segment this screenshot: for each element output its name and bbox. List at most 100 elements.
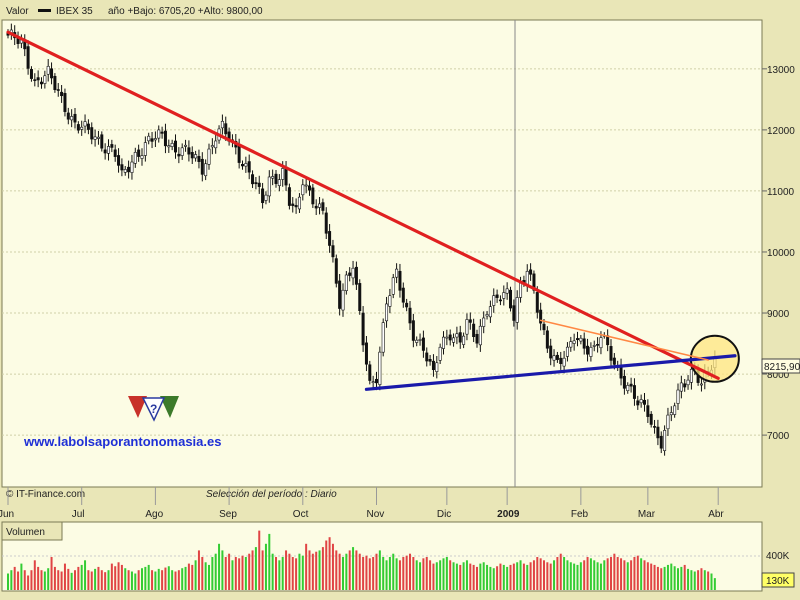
candle-body [264, 194, 268, 201]
volume-bar [476, 566, 478, 590]
volume-bar [234, 557, 237, 590]
volume-bar [70, 572, 73, 590]
candle-body [415, 339, 419, 343]
volume-bar [30, 570, 33, 590]
x-tick-label: 2009 [497, 509, 520, 520]
volume-bar [392, 553, 395, 590]
volume-bar [348, 550, 351, 590]
volume-bar [589, 558, 592, 590]
candle-body [214, 140, 218, 149]
volume-bar [429, 560, 432, 590]
candle-body [535, 292, 539, 313]
candle-body [50, 68, 54, 79]
candle-body [304, 184, 308, 187]
candle-body [60, 91, 64, 97]
candle-body [341, 289, 345, 311]
candle-body [368, 364, 372, 381]
volume-bar [687, 568, 690, 590]
volume-bar [184, 566, 187, 590]
volume-bar [626, 562, 629, 590]
volume-bar [439, 560, 442, 590]
volume-bar [331, 543, 334, 590]
volume-label-box [1, 521, 63, 541]
candle-body [301, 184, 305, 196]
volume-bar [244, 557, 247, 590]
candle-body [277, 179, 281, 186]
volume-bar [43, 571, 46, 590]
candle-body [622, 375, 626, 389]
volume-bar [60, 571, 63, 590]
volume-bar [680, 566, 683, 590]
volume-bar [610, 557, 612, 590]
volume-bar [264, 543, 267, 590]
candle-body [448, 334, 452, 341]
candle-body [36, 77, 40, 81]
volume-bars [7, 530, 716, 590]
volume-bar [298, 553, 301, 590]
volume-bar [154, 571, 157, 590]
volume-bar [355, 550, 358, 590]
volume-bar [174, 571, 177, 590]
volume-bar [365, 555, 368, 590]
candle-body [307, 185, 311, 191]
candle-body [559, 357, 563, 364]
candle-body [482, 317, 486, 327]
volume-bar [398, 560, 401, 590]
volume-bar [636, 555, 639, 590]
volume-bar [710, 573, 713, 590]
candle-body [441, 336, 445, 349]
candle-body [562, 357, 566, 367]
candle-body [281, 168, 285, 180]
volume-bar [87, 570, 90, 590]
volume-bar [224, 557, 227, 590]
volume-bar [171, 570, 174, 590]
volume-bar [201, 557, 204, 590]
header-strip [2, 2, 762, 19]
volume-bar [238, 558, 241, 590]
candle-body [257, 182, 261, 187]
candle-body [626, 385, 630, 392]
candle-body [472, 323, 476, 338]
source-label: © IT-Finance.com [6, 489, 85, 500]
x-tick-label: Jul [72, 509, 85, 520]
volume-bar [84, 560, 87, 590]
candle-body [555, 354, 559, 360]
candle-body [669, 412, 673, 416]
x-tick-label: Abr [708, 509, 724, 520]
candle-body [435, 362, 439, 372]
volume-bar [368, 558, 371, 590]
volume-bar [455, 563, 458, 590]
candle-body [529, 269, 533, 275]
volume-bar [402, 557, 405, 590]
candle-body [107, 146, 111, 154]
candle-body [46, 65, 50, 75]
volume-bar [677, 568, 679, 590]
candle-body [100, 134, 104, 149]
volume-bar [496, 566, 499, 590]
candle-body [381, 322, 385, 353]
candle-body [358, 283, 362, 311]
candle-body [488, 306, 492, 318]
candle-body [572, 340, 576, 344]
volume-bar [663, 566, 666, 590]
volume-bar [110, 563, 113, 590]
volume-bar [254, 547, 257, 590]
candle-body [364, 342, 368, 365]
volume-bar [697, 570, 700, 590]
volume-bar [107, 570, 110, 590]
volume-bar [17, 571, 20, 590]
candle-body [361, 312, 365, 346]
candle-body [552, 355, 556, 361]
x-tick-label: Mar [638, 509, 656, 520]
candle-body [639, 399, 643, 404]
candle-body [411, 320, 415, 341]
candle-body [374, 378, 378, 384]
price-panel [1, 19, 763, 488]
candle-body [679, 382, 683, 392]
volume-bar [47, 568, 50, 590]
volume-bar [666, 564, 669, 590]
volume-bar [271, 553, 274, 590]
candle-body [629, 383, 633, 387]
volume-bar [94, 568, 97, 590]
